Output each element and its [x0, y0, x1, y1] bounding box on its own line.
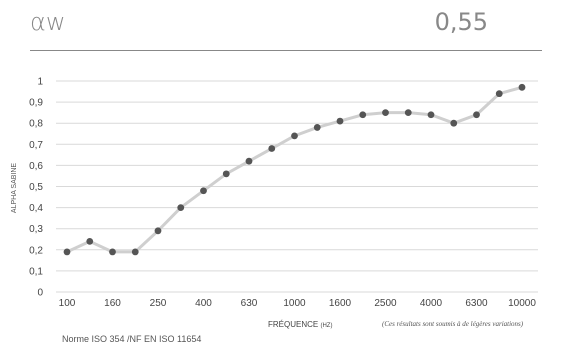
data-point	[63, 248, 71, 256]
y-tick-label: 0,7	[29, 140, 43, 151]
x-tick-label: 2500	[374, 298, 397, 309]
norme-text: Norme ISO 354 /NF EN ISO 11654	[62, 334, 202, 344]
y-tick-labels: 0 0,1 0,2 0,3 0,4 0,5 0,6 0,7 0,8 0,9 1	[29, 77, 43, 299]
y-tick-label: 1	[37, 77, 43, 88]
variation-note: (Ces résultats sont soumis à de légères …	[382, 320, 524, 328]
data-point	[382, 109, 389, 117]
x-axis-label-text: FRÉQUENCE	[268, 320, 319, 329]
aw-label: αw	[30, 8, 66, 36]
data-point	[268, 145, 276, 152]
y-tick-label: 0,2	[29, 245, 43, 256]
y-tick-label: 0,3	[29, 224, 43, 235]
data-point	[495, 90, 503, 98]
series-line	[66, 85, 523, 254]
x-tick-label: 10000	[508, 298, 536, 309]
x-tick-label: 250	[150, 298, 167, 309]
data-point	[222, 170, 230, 178]
x-axis-unit: (HZ)	[320, 323, 333, 329]
y-tick-label: 0,1	[29, 266, 43, 277]
header-divider	[30, 50, 542, 51]
data-point	[336, 117, 344, 125]
x-tick-label: 100	[59, 298, 76, 309]
data-point	[131, 248, 139, 256]
data-point	[359, 111, 367, 119]
grid-lines	[56, 80, 538, 293]
data-points	[63, 83, 526, 256]
data-point	[291, 132, 298, 140]
x-tick-label: 1600	[329, 298, 352, 309]
y-tick-label: 0	[37, 288, 43, 299]
y-tick-label: 0,6	[29, 161, 43, 172]
x-tick-labels: 100 160 250 400 630 1000 1600 2500 4000 6300 10000	[59, 298, 537, 309]
x-tick-label: 160	[104, 298, 121, 309]
y-tick-label: 0,8	[29, 119, 43, 130]
x-tick-label: 1000	[283, 298, 306, 309]
data-point	[404, 109, 412, 117]
x-tick-label: 400	[195, 298, 212, 309]
data-point	[518, 83, 526, 91]
data-point	[177, 204, 185, 212]
y-tick-label: 0,5	[29, 182, 43, 193]
data-point	[427, 111, 435, 119]
y-axis-label: ALPHA SABINE	[11, 163, 18, 214]
x-tick-label: 4000	[420, 298, 443, 309]
data-point	[245, 157, 253, 165]
data-point	[200, 187, 207, 195]
data-point	[473, 111, 480, 119]
y-tick-label: 0,4	[29, 203, 43, 214]
absorption-chart: 0 0,1 0,2 0,3 0,4 0,5 0,6 0,7 0,8 0,9 1 100 160 250 4…	[11, 77, 538, 309]
data-point	[313, 124, 321, 131]
y-tick-label: 0,9	[29, 98, 43, 109]
data-point	[154, 227, 162, 235]
x-tick-label: 630	[241, 298, 258, 309]
data-point	[450, 119, 458, 127]
x-axis-label: FRÉQUENCE (HZ)	[268, 320, 332, 329]
data-point	[109, 248, 116, 256]
aw-value: 0,55	[434, 8, 488, 36]
data-point	[86, 237, 94, 245]
x-tick-label: 6300	[465, 298, 488, 309]
